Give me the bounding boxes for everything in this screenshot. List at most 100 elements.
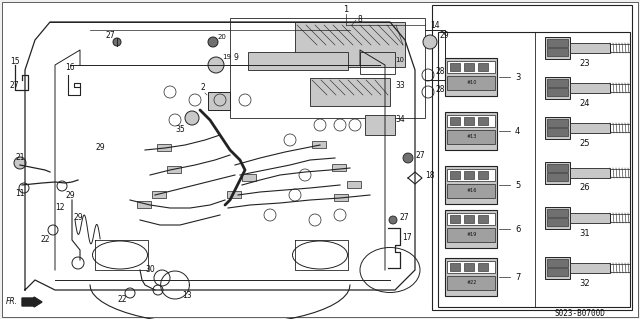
Bar [547,268,568,276]
Bar [230,18,425,118]
Bar [545,117,570,139]
Bar [464,263,474,271]
Text: FR.: FR. [6,298,18,307]
Text: 1: 1 [344,5,349,14]
Bar [610,169,630,177]
Bar [445,210,497,248]
Bar [152,191,166,198]
Text: 22: 22 [117,295,127,305]
Bar [547,259,568,267]
Bar [167,166,181,173]
Text: #16: #16 [467,189,477,194]
Bar [447,61,495,73]
Bar [227,191,241,198]
Bar [570,43,610,53]
Text: 30: 30 [145,265,155,275]
Text: 8: 8 [358,16,363,25]
Text: #22: #22 [467,280,477,286]
Bar [545,207,570,229]
Bar [447,228,495,242]
Bar [547,218,568,226]
Bar [445,166,497,204]
Text: 27: 27 [400,213,410,222]
Bar [570,123,610,133]
Bar [432,5,632,310]
Text: 5: 5 [515,181,520,189]
Text: 29: 29 [73,212,83,221]
Bar [248,52,348,70]
FancyArrow shape [22,297,42,307]
Bar [547,39,568,47]
Bar [450,117,460,125]
Circle shape [403,153,413,163]
Text: 14: 14 [430,21,440,31]
Bar [332,164,346,171]
Text: 7: 7 [515,272,520,281]
Text: 31: 31 [580,228,590,238]
Text: 20: 20 [218,34,227,40]
Text: 27: 27 [415,151,424,160]
Bar [610,264,630,272]
Bar [545,77,570,99]
Bar [478,263,488,271]
Text: 11: 11 [15,189,24,197]
Text: 22: 22 [40,235,50,244]
Bar [157,144,171,151]
Text: 34: 34 [395,115,404,124]
Text: 26: 26 [580,183,590,192]
Text: #10: #10 [467,80,477,85]
Text: 15: 15 [10,57,20,66]
Bar [447,261,495,273]
Bar [547,48,568,56]
Bar [347,181,361,188]
Bar [295,22,405,67]
Bar [464,215,474,223]
Text: 27: 27 [10,80,20,90]
Text: 17: 17 [402,234,412,242]
Circle shape [113,38,121,46]
Bar [310,78,390,106]
Text: 18: 18 [425,170,435,180]
Bar [547,164,568,172]
Circle shape [208,57,224,73]
Text: 10: 10 [395,57,404,63]
Text: #13: #13 [467,135,477,139]
Bar [464,63,474,71]
Bar [547,79,568,87]
Bar [447,76,495,90]
Bar [447,130,495,144]
Text: 6: 6 [515,225,520,234]
Bar [445,258,497,296]
Ellipse shape [93,241,147,269]
Bar [610,44,630,52]
Text: 27: 27 [105,32,115,41]
Bar [450,171,460,179]
Circle shape [389,216,397,224]
Bar [547,209,568,217]
Bar [570,263,610,273]
Circle shape [14,157,26,169]
Bar [447,169,495,181]
Bar [447,213,495,225]
Text: 21: 21 [15,152,24,161]
Circle shape [208,37,218,47]
Bar [464,171,474,179]
Text: 28: 28 [436,85,445,94]
Text: #19: #19 [467,233,477,238]
Ellipse shape [292,241,348,269]
Bar [610,84,630,92]
Text: 29: 29 [65,190,75,199]
Circle shape [423,35,437,49]
Bar [242,174,256,181]
Bar [545,37,570,59]
Bar [610,124,630,132]
Text: S023-B0700D: S023-B0700D [555,308,605,317]
Text: 3: 3 [515,72,520,81]
Bar [137,201,151,208]
Bar [478,63,488,71]
Bar [478,215,488,223]
Text: 16: 16 [65,63,75,72]
Text: 28: 28 [436,68,445,77]
Bar [545,162,570,184]
Bar [445,112,497,150]
